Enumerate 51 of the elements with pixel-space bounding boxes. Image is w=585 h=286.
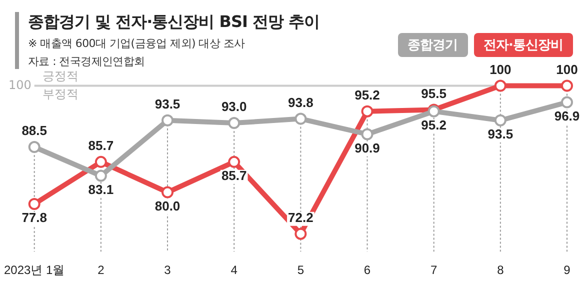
- point: [94, 170, 107, 182]
- x-tick-label: 4: [230, 263, 238, 278]
- data-label: 95.2: [421, 117, 446, 132]
- data-label: 72.2: [288, 210, 314, 225]
- point: [561, 96, 573, 108]
- chart-subtitle: ※ 매출액 600대 기업(금융업 제외) 대상 조사: [28, 36, 246, 51]
- point: [228, 117, 240, 130]
- point: [94, 156, 107, 168]
- point: [162, 186, 174, 198]
- point: [228, 156, 240, 168]
- x-tick-label: 9: [564, 263, 571, 278]
- point: [162, 114, 174, 126]
- x-tick-label: 3: [164, 263, 172, 278]
- x-tick-label: 2023년 1월: [4, 263, 65, 278]
- x-tick-label: 6: [364, 263, 371, 278]
- data-label: 85.7: [88, 138, 114, 154]
- point: [561, 80, 573, 92]
- data-label: 93.5: [154, 96, 180, 112]
- x-tick-label: 8: [497, 263, 504, 278]
- text: 자료 : 전국경제인연합회: [28, 54, 146, 69]
- point: [28, 141, 40, 154]
- point: [361, 128, 374, 140]
- data-label: 96.9: [554, 108, 580, 124]
- data-label: 95.2: [354, 87, 380, 102]
- data-label: 93.0: [221, 99, 247, 114]
- data-label: 100: [490, 62, 512, 77]
- chart-title: 종합경기 및 전자·통신장비 BSI 전망 추이: [28, 12, 320, 33]
- point: [294, 228, 307, 240]
- point: [28, 198, 40, 210]
- data-label: 80.0: [154, 198, 180, 214]
- data-label: 95.5: [421, 86, 446, 101]
- annotation: 부정적: [42, 86, 78, 101]
- point: [494, 114, 506, 126]
- point: [294, 112, 307, 125]
- annotation: 긍정적: [42, 68, 78, 83]
- x-tick-label: 7: [430, 263, 438, 278]
- x-tick-label: 2: [98, 263, 105, 278]
- data-label: 93.5: [488, 126, 514, 142]
- text: 전자·통신장비: [474, 33, 573, 57]
- text: 종합경기: [398, 33, 468, 57]
- point: [361, 105, 374, 118]
- data-label: 100: [556, 62, 578, 77]
- ref-line-label: 100: [8, 78, 32, 92]
- data-label: 93.8: [288, 94, 314, 110]
- point: [494, 80, 506, 92]
- data-label: 88.5: [22, 123, 48, 138]
- data-label: 85.7: [221, 168, 247, 184]
- data-label: 83.1: [88, 182, 114, 197]
- data-label: 77.8: [22, 210, 48, 226]
- x-tick-label: 5: [297, 263, 304, 278]
- data-label: 90.9: [354, 140, 380, 156]
